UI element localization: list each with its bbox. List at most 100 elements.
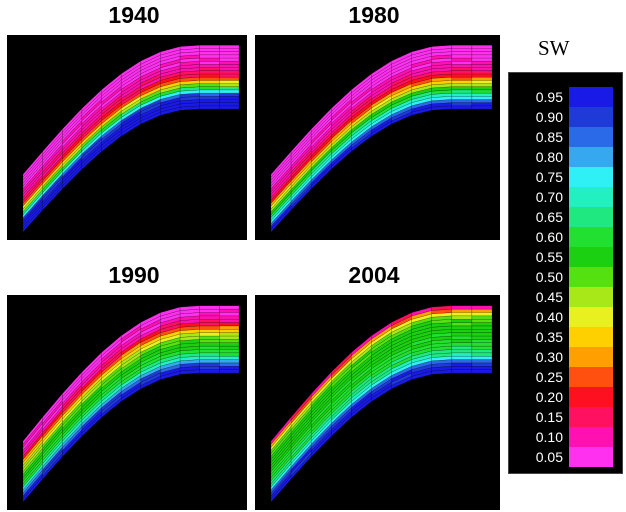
grid-cell — [451, 57, 473, 62]
legend-label: 0.50 — [535, 269, 563, 285]
grid-cell — [219, 70, 240, 75]
grid-cell — [451, 342, 473, 347]
grid-cell — [451, 312, 473, 317]
grid-cell — [199, 92, 220, 97]
grid-cell — [199, 57, 220, 62]
grid-cell — [219, 76, 240, 81]
panel-title-1990: 1990 — [108, 262, 160, 288]
grid-cell — [451, 102, 473, 107]
grid-cell — [451, 60, 473, 65]
grid-cell — [219, 318, 240, 323]
grid-cell — [471, 325, 493, 330]
grid-cell — [219, 369, 240, 374]
grid-cell — [199, 315, 220, 320]
legend-swatch — [569, 247, 613, 267]
grid-cell — [451, 54, 473, 59]
grid-cell — [199, 99, 220, 103]
legend-label: 0.65 — [535, 209, 563, 225]
grid-cell — [451, 318, 473, 323]
legend-label: 0.95 — [535, 89, 563, 105]
grid-cell — [199, 369, 220, 374]
grid-cell — [471, 318, 493, 323]
legend-label: 0.45 — [535, 289, 563, 305]
grid-cell — [471, 86, 493, 91]
legend-swatch — [569, 207, 613, 227]
grid-cell — [451, 96, 473, 100]
grid-cell — [451, 352, 473, 357]
grid-cell — [471, 349, 493, 354]
grid-cell — [219, 342, 240, 347]
grid-cell — [219, 332, 240, 337]
grid-cell — [451, 332, 473, 337]
grid-cell — [471, 105, 493, 110]
grid-cell — [199, 83, 220, 87]
grid-cell — [219, 73, 240, 78]
legend-swatch — [569, 307, 613, 327]
grid-cell — [451, 89, 473, 94]
grid-cell — [471, 83, 493, 87]
legend-swatch — [569, 347, 613, 367]
grid-cell — [471, 369, 493, 374]
grid-cell — [471, 315, 493, 320]
grid-cell — [219, 366, 240, 370]
grid-cell — [451, 362, 473, 367]
grid-cell — [199, 86, 220, 91]
grid-cell — [199, 51, 220, 56]
legend-swatch — [569, 167, 613, 187]
saturation-section-1940 — [22, 44, 240, 233]
legend-swatch — [569, 427, 613, 447]
grid-cell — [471, 362, 493, 367]
legend-swatch — [569, 107, 613, 127]
grid-cell — [219, 359, 240, 364]
grid-cell — [471, 342, 493, 347]
grid-cell — [219, 60, 240, 65]
panel-title-1940: 1940 — [108, 2, 160, 28]
grid-cell — [471, 359, 493, 364]
grid-cell — [219, 308, 240, 313]
grid-cell — [219, 312, 240, 317]
grid-cell — [451, 359, 473, 364]
grid-cell — [219, 362, 240, 367]
grid-cell — [451, 92, 473, 97]
grid-cell — [451, 80, 473, 84]
grid-cell — [199, 73, 220, 78]
grid-cell — [219, 305, 240, 310]
saturation-section-1980 — [270, 44, 493, 233]
grid-cell — [199, 80, 220, 84]
grid-cell — [471, 355, 493, 360]
legend-label: 0.30 — [535, 349, 563, 365]
grid-cell — [451, 315, 473, 320]
grid-cell — [219, 83, 240, 87]
grid-cell — [451, 335, 473, 340]
legend-label: 0.60 — [535, 229, 563, 245]
grid-cell — [471, 322, 493, 327]
grid-cell — [219, 329, 240, 333]
grid-cell — [199, 325, 220, 330]
grid-cell — [451, 67, 473, 71]
legend-label: 0.85 — [535, 129, 563, 145]
grid-cell — [199, 352, 220, 357]
grid-cell — [451, 51, 473, 56]
grid-cell — [471, 96, 493, 100]
legend-swatch — [569, 267, 613, 287]
legend-swatch — [569, 87, 613, 107]
grid-cell — [219, 96, 240, 100]
grid-cell — [471, 352, 493, 357]
grid-cell — [199, 45, 220, 49]
grid-cell — [471, 67, 493, 71]
grid-cell — [219, 51, 240, 56]
legend-label: 0.05 — [535, 449, 563, 465]
grid-cell — [199, 76, 220, 81]
grid-cell — [471, 89, 493, 94]
grid-cell — [451, 76, 473, 81]
grid-cell — [451, 349, 473, 354]
saturation-section-2004 — [270, 305, 493, 503]
legend-label: 0.80 — [535, 149, 563, 165]
grid-cell — [451, 48, 473, 52]
legend-swatch — [569, 447, 613, 467]
grid-cell — [451, 305, 473, 310]
grid-cell — [199, 67, 220, 71]
grid-cell — [471, 60, 493, 65]
grid-cell — [471, 80, 493, 84]
grid-cell — [471, 99, 493, 103]
